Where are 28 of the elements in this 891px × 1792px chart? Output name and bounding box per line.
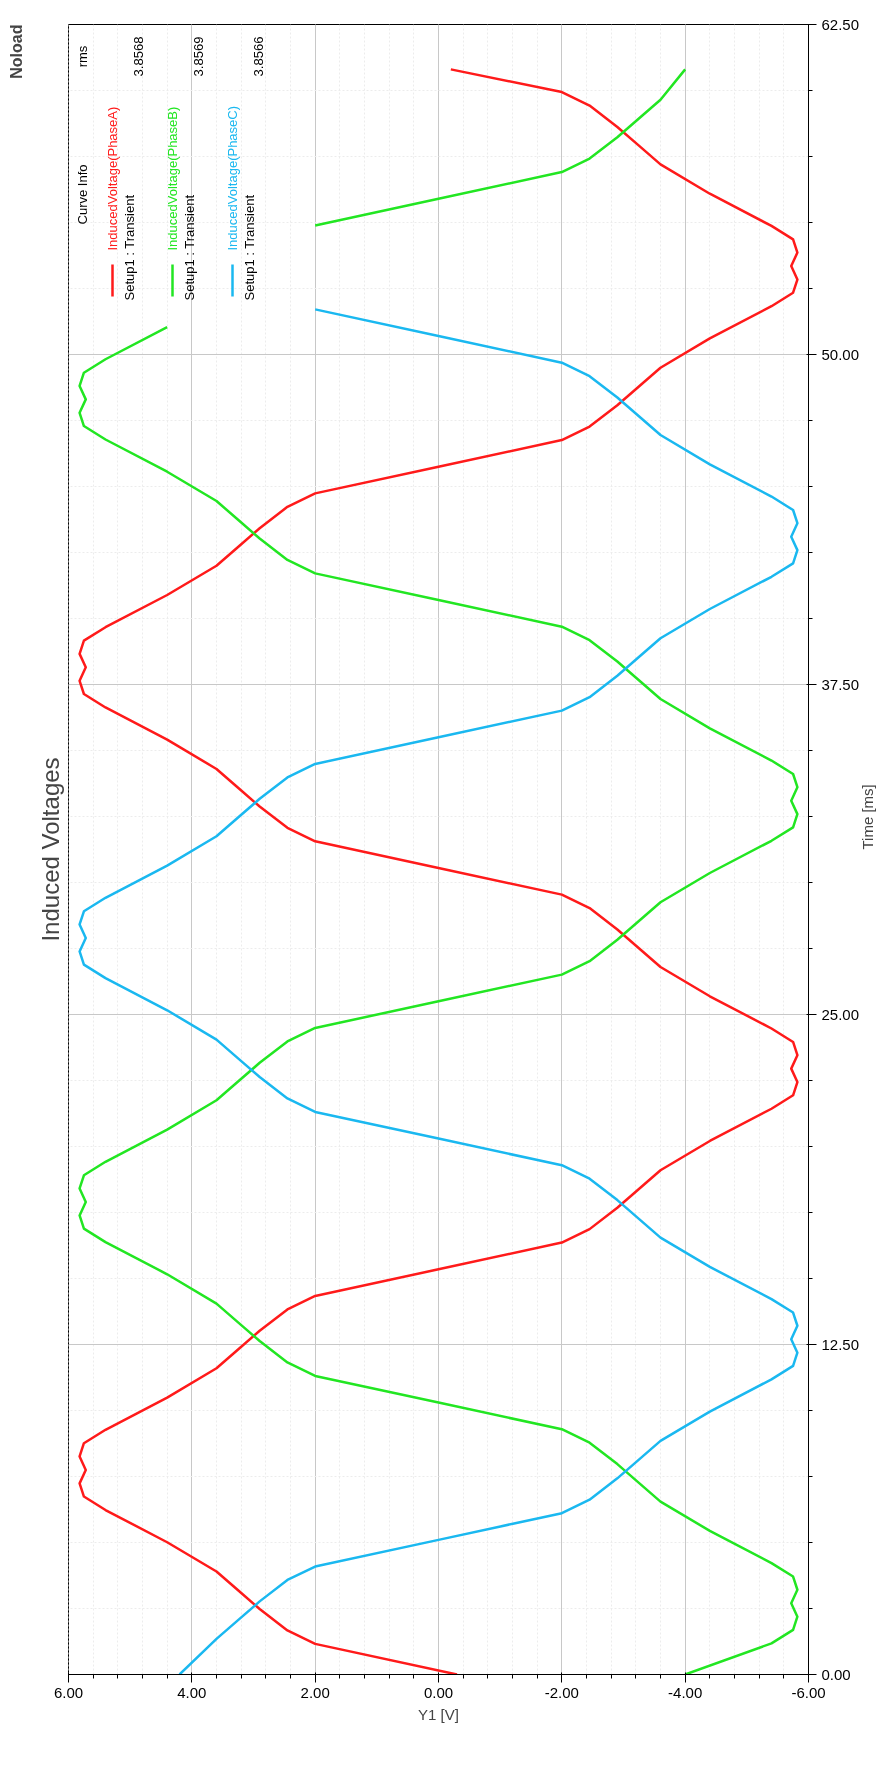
annotation: 3.8566 bbox=[251, 36, 266, 77]
x-tick-label: 0.00 bbox=[423, 1683, 454, 1701]
annotation: 3.8568 bbox=[131, 36, 146, 77]
x-tick-label: 6.00 bbox=[53, 1683, 84, 1701]
annotation: Setup1 : Transient bbox=[122, 194, 137, 301]
y-tick-label: 25.00 bbox=[821, 1005, 860, 1023]
y-axis-title: Time [ms] bbox=[858, 784, 876, 850]
text: InducedVoltage(PhaseA) bbox=[105, 106, 120, 251]
annotation: rms bbox=[75, 45, 90, 68]
y-tick-label: 50.00 bbox=[821, 345, 860, 363]
annotation: Setup1 : Transient bbox=[182, 194, 197, 301]
x-axis-title: Y1 [V] bbox=[418, 1705, 459, 1723]
text: InducedVoltage(PhaseB) bbox=[165, 106, 180, 251]
x-tick-label: 2.00 bbox=[300, 1683, 330, 1701]
y-tick-label: 62.50 bbox=[821, 15, 860, 33]
y-tick-label: 37.50 bbox=[821, 675, 860, 693]
x-tick-label: -2.00 bbox=[544, 1683, 579, 1701]
annotation: 3.8569 bbox=[191, 36, 206, 77]
text: Noload bbox=[7, 24, 25, 79]
text: Induced Voltages bbox=[36, 757, 64, 942]
y-tick-label: 0.00 bbox=[821, 1665, 851, 1683]
x-tick-label: -4.00 bbox=[668, 1683, 703, 1701]
legend-title: Curve Info bbox=[75, 164, 90, 225]
text: InducedVoltage(PhaseC) bbox=[225, 105, 240, 251]
y-tick-label: 12.50 bbox=[821, 1335, 860, 1353]
x-tick-label: 4.00 bbox=[177, 1683, 207, 1701]
annotation: Setup1 : Transient bbox=[242, 194, 257, 301]
x-tick-label: -6.00 bbox=[791, 1683, 826, 1701]
